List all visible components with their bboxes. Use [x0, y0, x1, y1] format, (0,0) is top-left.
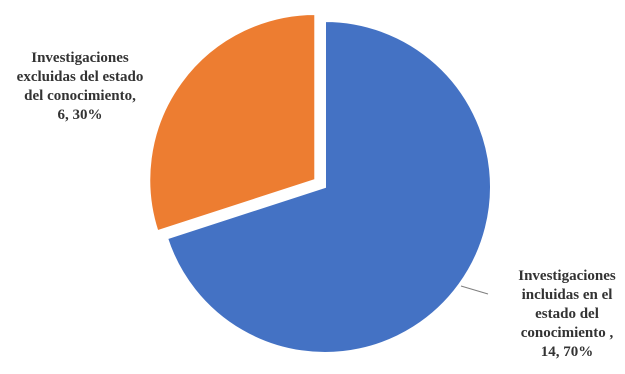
- leader-line-included: [460, 285, 489, 295]
- slice-label-line: conocimiento ,: [521, 325, 614, 341]
- slice-label-line: excluidas del estado: [17, 69, 144, 85]
- slice-label-line: Investigaciones: [31, 50, 129, 66]
- pie-slice-included: [165, 19, 492, 354]
- slice-label-line: Investigaciones: [518, 268, 616, 284]
- slice-label-included: Investigaciones incluidas en el estado del…: [518, 268, 616, 360]
- slice-label-line: 6, 30%: [58, 107, 103, 123]
- slice-label-line: 14, 70%: [541, 344, 594, 360]
- slice-label-excluded: Investigaciones excluidas del estado del c…: [17, 50, 144, 123]
- slice-label-line: estado del: [535, 306, 599, 322]
- pie-slice-excluded: [148, 12, 317, 233]
- slice-label-line: del conocimiento,: [24, 88, 136, 104]
- slice-label-line: incluidas en el: [522, 287, 613, 303]
- pie-slices: [148, 12, 492, 354]
